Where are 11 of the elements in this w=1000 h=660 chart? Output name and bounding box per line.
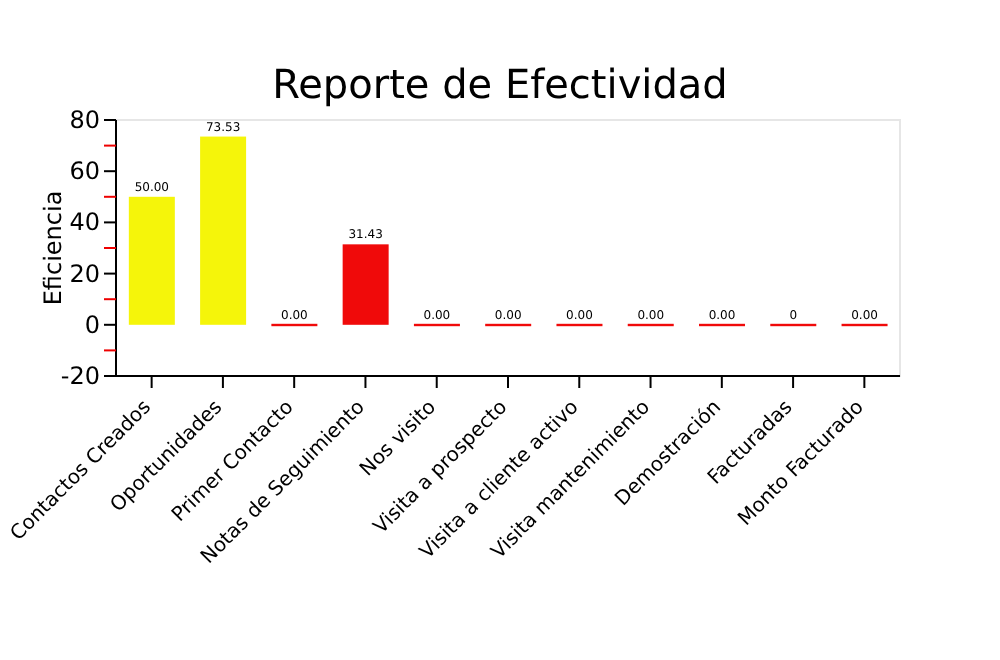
- bar: [128, 196, 175, 325]
- y-tick-label: -20: [60, 362, 100, 390]
- y-tick-label: 80: [69, 106, 100, 134]
- bar: [200, 136, 247, 325]
- y-axis-title: Eficiencia: [38, 190, 67, 306]
- y-tick-label: 20: [69, 259, 100, 288]
- y-tick-label: 0: [84, 310, 100, 339]
- chart-title: Reporte de Efectividad: [270, 60, 730, 108]
- y-tick-label: 60: [69, 157, 100, 186]
- y-tick-label: 40: [69, 208, 100, 237]
- bar: [342, 244, 389, 325]
